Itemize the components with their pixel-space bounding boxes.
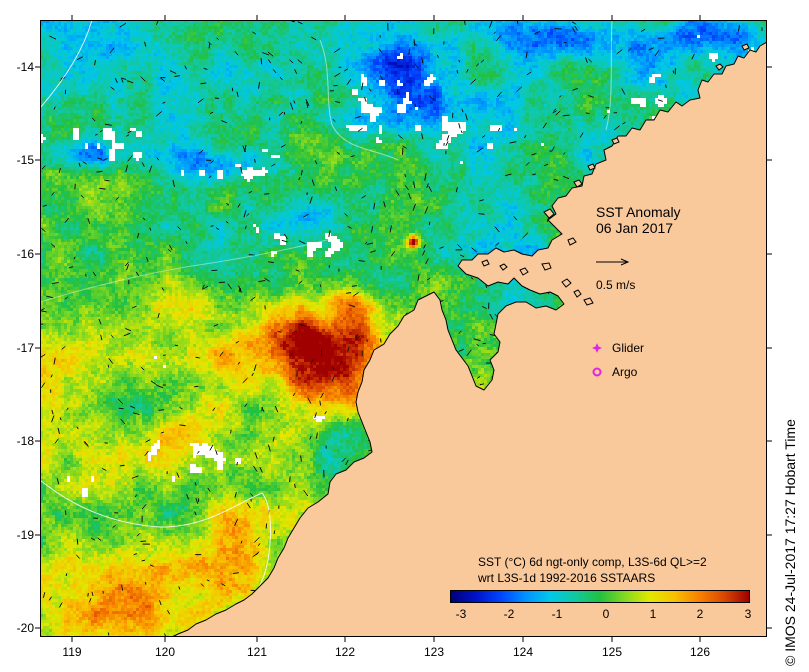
legend-label-glider: Glider: [612, 341, 645, 355]
island: [519, 267, 529, 276]
vector-scale-arrow-icon: [596, 258, 630, 266]
top-axis-ticks: [71, 15, 701, 20]
y-tick-label: -20: [16, 621, 34, 635]
bottom-axis-ticks: [71, 637, 701, 642]
island: [561, 278, 572, 288]
x-tick-label: 120: [154, 645, 176, 659]
map-frame: [40, 20, 767, 637]
colorbar-tick-label: -2: [503, 607, 515, 621]
islands: [481, 43, 750, 306]
island: [611, 137, 620, 145]
x-tick-label: 122: [334, 645, 356, 659]
x-tick-label: 121: [246, 645, 268, 659]
x-tick-label: 124: [512, 645, 534, 659]
colorbar: [450, 590, 750, 603]
right-axis-ticks: [767, 66, 772, 629]
island: [741, 43, 750, 51]
y-tick-label: -15: [16, 153, 34, 167]
island: [543, 208, 555, 219]
left-axis-ticks: [35, 66, 40, 629]
legend-label-argo: Argo: [612, 365, 638, 379]
y-tick-label: -14: [16, 60, 34, 74]
island: [715, 63, 724, 71]
land-mass: [171, 41, 767, 637]
map-title: SST Anomaly: [596, 204, 681, 220]
x-tick-label: 123: [423, 645, 445, 659]
y-tick-label: -16: [16, 247, 34, 261]
island: [583, 297, 594, 306]
island: [481, 259, 490, 267]
colorbar-tick-label: -1: [551, 607, 563, 621]
island: [499, 263, 508, 271]
y-tick-label: -17: [16, 341, 34, 355]
y-tick-label: -18: [16, 434, 34, 448]
island: [573, 179, 583, 188]
x-tick-label: 119: [62, 645, 82, 659]
colorbar-caption-line1: SST (°C) 6d ngt-only comp, L3S-6d QL>=2: [478, 555, 707, 569]
bathymetry-contour: [40, 20, 93, 109]
colorbar-tick-label: -3: [455, 607, 467, 621]
star-icon: [592, 343, 602, 353]
island: [567, 237, 577, 246]
colorbar-tick-label: 2: [696, 607, 704, 621]
bathymetry-contour: [319, 39, 399, 161]
colorbar-tick-label: 3: [744, 607, 752, 621]
island: [541, 262, 552, 271]
bathymetry-contour: [40, 479, 271, 601]
x-tick-label: 126: [689, 645, 711, 659]
map-features: [40, 20, 767, 637]
colorbar-caption-line2: wrt L3S-1d 1992-2016 SSTAARS: [478, 571, 656, 585]
bathymetry-contour: [605, 20, 613, 131]
vector-scale-label: 0.5 m/s: [596, 278, 636, 292]
bathymetry-contour: [40, 237, 336, 303]
credit-text: © IMOS 24-Jul-2017 17:27 Hobart Time: [782, 419, 798, 666]
colorbar-tick-label: 1: [649, 607, 657, 621]
island: [587, 163, 596, 171]
bathymetry-contours: [40, 20, 613, 601]
colorbar-tick-label: 0: [602, 607, 610, 621]
circle-icon: [592, 367, 602, 377]
y-tick-label: -19: [16, 528, 34, 542]
map-date: 06 Jan 2017: [596, 220, 674, 236]
island: [573, 289, 582, 298]
x-tick-label: 125: [601, 645, 623, 659]
